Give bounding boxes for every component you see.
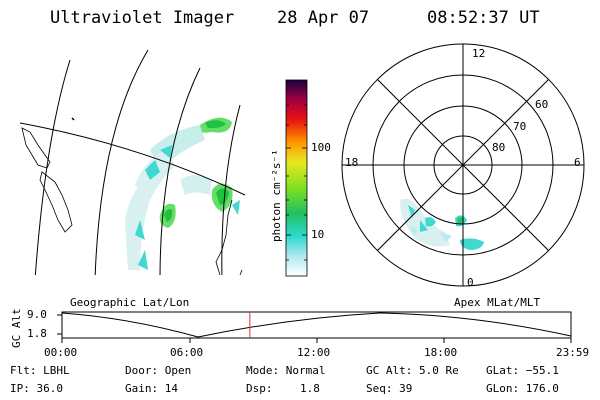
mlt-label-0: 0	[467, 276, 474, 289]
info-gc-alt: GC Alt: 5.0 Re	[366, 364, 459, 377]
date-label: 28 Apr 07	[277, 8, 370, 28]
polar-plot	[341, 43, 585, 287]
info-glat: GLat: −55.1	[486, 364, 559, 377]
lat-label-70: 70	[513, 120, 527, 133]
x-tick-2359: 23:59	[556, 346, 590, 359]
altitude-timeline	[57, 311, 572, 343]
info-door: Door: Open	[125, 364, 192, 377]
info-dsp-value: 1.8	[300, 382, 320, 395]
geographic-map	[20, 49, 246, 275]
x-tick-0600: 06:00	[170, 346, 204, 359]
info-ip: IP: 36.0	[10, 382, 63, 395]
lat-label-80: 80	[492, 141, 506, 154]
info-mode: Mode: Normal	[246, 364, 326, 377]
lat-label-60: 60	[535, 98, 549, 111]
x-tick-1200: 12:00	[297, 346, 331, 359]
time-label: 08:52:37 UT	[427, 8, 540, 28]
geo-coords-label: Geographic Lat/Lon	[70, 296, 190, 309]
info-glon: GLon: 176.0	[486, 382, 559, 395]
colorbar-tick-100: 100	[311, 141, 331, 154]
app-title: Ultraviolet Imager	[50, 8, 235, 28]
y-tick-9: 9.0	[27, 308, 47, 321]
aurora-blobs-polar	[400, 198, 484, 250]
colorbar-unit-label: photon cm⁻²s⁻¹	[270, 149, 283, 242]
mlt-label-18: 18	[345, 156, 359, 169]
colorbar-tick-10: 10	[311, 228, 325, 241]
apex-coords-label: Apex MLat/MLT	[454, 296, 541, 309]
gc-alt-axis-label: GC Alt	[10, 308, 23, 348]
aurora-blobs-geo	[125, 117, 240, 270]
info-flt: Flt: LBHL	[10, 364, 70, 377]
info-seq: Seq: 39	[366, 382, 413, 395]
info-gain: Gain: 14	[125, 382, 178, 395]
x-tick-0000: 00:00	[44, 346, 78, 359]
info-dsp-label: Dsp:	[246, 382, 273, 395]
mlt-label-12: 12	[472, 47, 486, 60]
colorbar	[285, 79, 308, 277]
mlt-label-6: 6	[574, 156, 581, 169]
x-tick-1800: 18:00	[424, 346, 458, 359]
y-tick-1-8: 1.8	[27, 327, 47, 340]
